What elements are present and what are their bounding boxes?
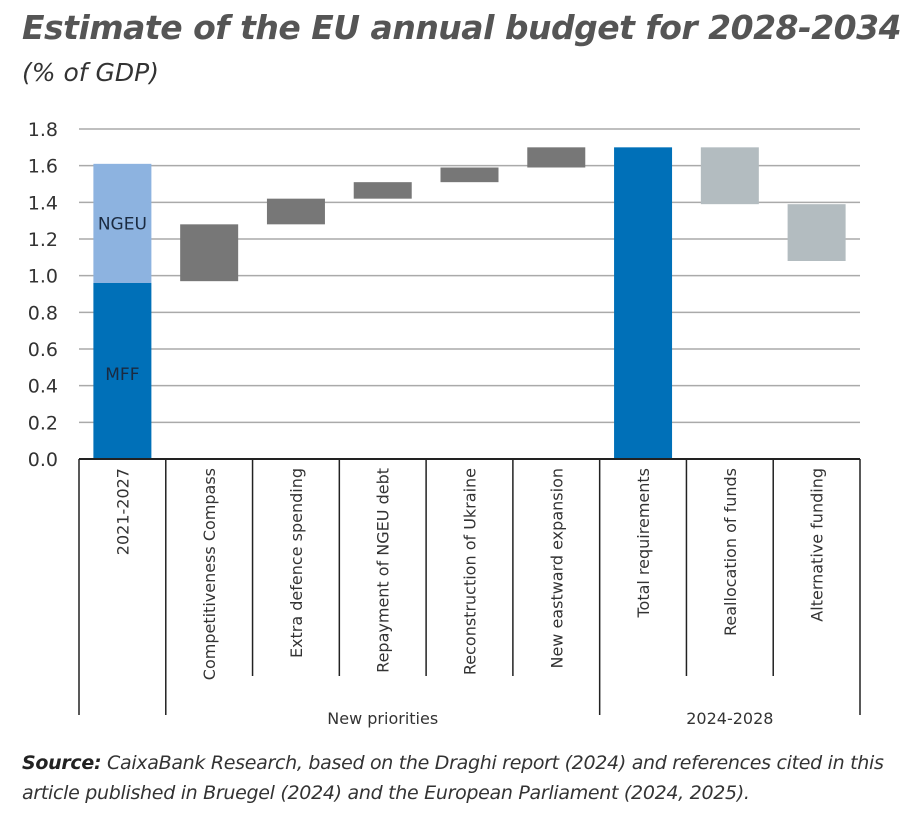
y-tick-label: 1.0 xyxy=(28,266,58,288)
chart-title: Estimate of the EU annual budget for 202… xyxy=(22,8,900,47)
source-text: CaixaBank Research, based on the Draghi … xyxy=(22,752,884,804)
y-tick-label: 1.4 xyxy=(28,192,58,214)
x-tick-label: Reconstruction of Ukraine xyxy=(461,468,480,675)
y-tick-label: 0.8 xyxy=(28,302,58,324)
chart-subtitle: (% of GDP) xyxy=(22,58,159,87)
waterfall-chart: 0.0 0.2 0.4 0.6 0.8 1.0 1.2 1.4 1.6 1.8 MFF NGEU 202… xyxy=(28,119,861,728)
segment-label: MFF xyxy=(105,365,139,385)
bar-segment xyxy=(93,163,152,283)
y-tick-label: 0.6 xyxy=(28,339,58,361)
x-tick-label: 2021-2027 xyxy=(113,468,132,555)
bar-segment xyxy=(93,283,152,459)
y-tick-label: 0.0 xyxy=(28,449,58,471)
x-tick-label: Alternative funding xyxy=(808,468,827,622)
y-tick-label: 1.6 xyxy=(28,156,58,178)
y-tick-label: 0.4 xyxy=(28,376,58,398)
group-label: 2024-2028 xyxy=(686,709,773,728)
y-tick-label: 0.2 xyxy=(28,412,58,434)
bar-segment xyxy=(700,147,759,205)
x-tick-label: Total requirements xyxy=(634,468,653,619)
x-tick-label: Repayment of NGEU debt xyxy=(374,468,393,673)
y-tick-label: 1.8 xyxy=(28,119,58,141)
segment-label: NGEU xyxy=(98,215,147,235)
source-label: Source: xyxy=(22,752,102,774)
x-tick-label: New eastward expansion xyxy=(547,468,566,669)
bar-segment xyxy=(266,198,325,225)
bar-segment xyxy=(353,182,412,199)
bar-segment xyxy=(180,224,239,282)
x-tick-label: Reallocation of funds xyxy=(721,468,740,636)
source-note: Source: CaixaBank Research, based on the… xyxy=(22,748,892,808)
group-label: New priorities xyxy=(327,709,438,728)
bar-segment xyxy=(787,204,846,261)
bar-segment xyxy=(527,147,586,168)
bar-segment xyxy=(614,147,673,460)
x-tick-label: Extra defence spending xyxy=(287,468,306,658)
bar-segment xyxy=(440,167,499,183)
x-tick-label: Competitiveness Compass xyxy=(200,468,219,680)
y-tick-label: 1.2 xyxy=(28,229,58,251)
